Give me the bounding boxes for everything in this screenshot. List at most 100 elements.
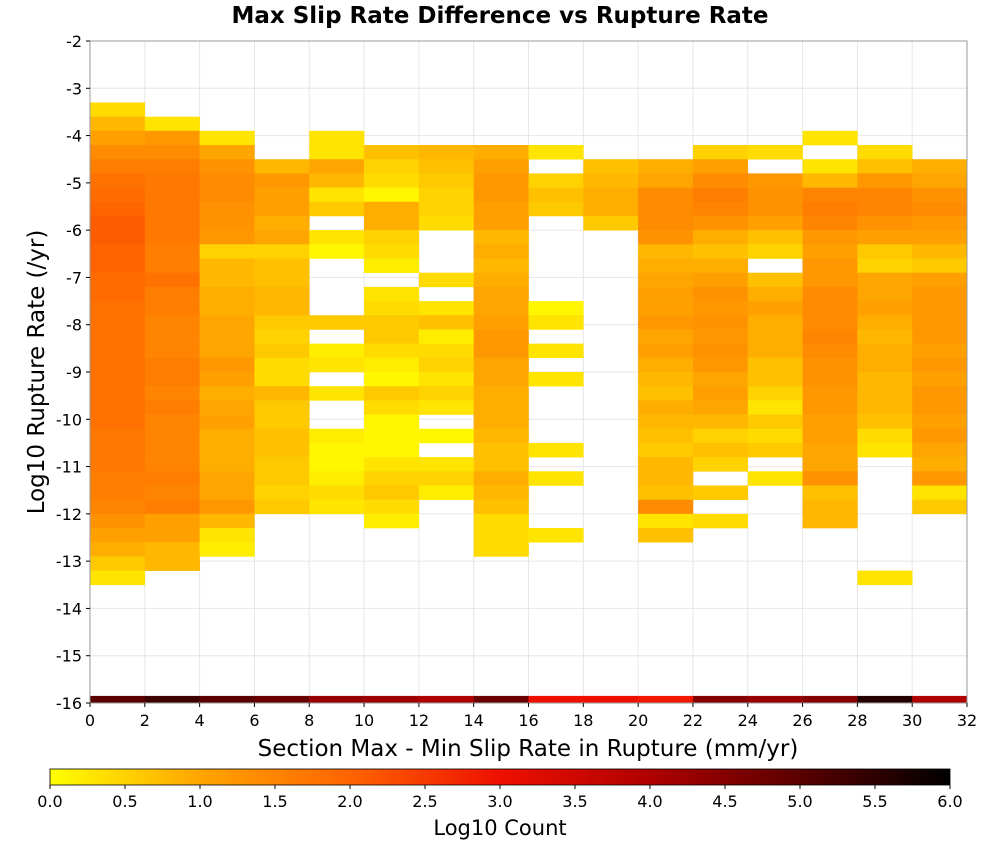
heatmap-cell [90,471,146,486]
heatmap-cell [144,528,200,543]
heatmap-cell [692,357,749,373]
x-tick-label: 12 [409,711,429,730]
heatmap-cell [638,513,694,529]
heatmap-cell [802,414,858,430]
heatmap-cell [199,286,255,302]
heatmap-cell [528,187,584,203]
heatmap-cell [747,329,803,344]
colorbar-tick-label: 3.0 [487,792,512,811]
heatmap-cell [90,272,146,288]
y-tick-label: -11 [56,458,82,477]
heatmap-cell [857,372,913,387]
heatmap-cell [418,145,474,160]
heatmap-cell [638,400,694,415]
heatmap-cell [418,386,474,401]
heatmap-cell [309,442,365,458]
heatmap-cell [473,301,529,316]
heatmap-cell [199,315,255,330]
heatmap-cell [912,400,968,415]
heatmap-cell [638,315,694,330]
colorbar-tick-label: 6.0 [937,792,962,811]
heatmap-cell [802,499,858,515]
heatmap-cell [90,428,146,444]
heatmap-cell [638,372,694,387]
heatmap-cell [473,230,529,245]
heatmap-cell [90,145,146,160]
heatmap-cell [144,457,200,472]
heatmap-cell [912,428,968,444]
heatmap-cell [309,145,365,160]
x-tick-label: 2 [140,711,150,730]
heatmap-cell [90,556,146,571]
heatmap-cell [364,301,420,316]
heatmap-cell [747,215,803,231]
heatmap-cell [473,258,529,273]
heatmap-cell [802,301,858,316]
heatmap-cell [638,528,694,543]
heatmap-cell [912,343,968,359]
x-tick-label: 32 [957,711,977,730]
heatmap-cell [747,173,803,188]
heatmap-cell [144,695,200,703]
heatmap-cell [692,329,749,344]
y-tick-label: -16 [56,694,82,713]
heatmap-cell [912,244,968,259]
heatmap-cell [802,485,858,500]
heatmap-cell [144,258,200,273]
heatmap-cell [912,485,968,500]
heatmap-cell [364,159,420,174]
heatmap-cell [857,244,913,259]
heatmap-cell [199,130,255,146]
x-tick-label: 4 [195,711,205,730]
heatmap-cell [912,499,968,515]
heatmap-cell [199,457,255,472]
heatmap-cell [254,159,310,174]
x-axis-title: Section Max - Min Slip Rate in Rupture (… [258,736,799,762]
heatmap-cell [144,357,200,373]
heatmap-cell [802,372,858,387]
heatmap-cell [638,343,694,359]
heatmap-cell [692,272,749,288]
heatmap-cell [90,244,146,259]
heatmap-cell [473,499,529,515]
heatmap-cell [912,386,968,401]
heatmap-cell [638,159,694,174]
heatmap-cell [199,695,255,703]
heatmap-cell [254,272,310,288]
heatmap-cell [912,173,968,188]
heatmap-cell [912,357,968,373]
heatmap-cell [90,130,146,146]
heatmap-cell [473,400,529,415]
heatmap-cell [473,173,529,188]
y-tick-label: -9 [66,363,82,382]
heatmap-cell [418,159,474,174]
heatmap-cell [857,301,913,316]
heatmap-cell [802,187,858,203]
x-tick-label: 0 [85,711,95,730]
heatmap-cell [199,414,255,430]
heatmap-cell [802,400,858,415]
y-tick-label: -7 [66,268,82,287]
heatmap-cell [528,173,584,188]
heatmap-cell [418,315,474,330]
heatmap-cell [638,414,694,430]
y-axis-ticks: -2 -3 -4 -5 -6 -7 -8 -9 -10 -11 -12 -13 -14 -15 -16 [56,32,90,713]
y-axis-title: Log10 Rupture Rate (/yr) [24,230,50,515]
heatmap-cell [144,215,200,231]
heatmap-cell [857,570,913,586]
heatmap-cell [254,386,310,401]
heatmap-cell [747,442,803,458]
heatmap-cell [144,513,200,529]
heatmap-cell [364,258,420,273]
heatmap-cell [692,145,749,160]
heatmap-cell [309,386,365,401]
heatmap-cell [638,499,694,515]
x-tick-label: 14 [464,711,484,730]
heatmap-cell [583,187,639,203]
y-tick-label: -12 [56,505,82,524]
x-tick-label: 6 [249,711,259,730]
heatmap-cell [90,357,146,373]
x-tick-label: 18 [573,711,593,730]
heatmap-cell [638,272,694,288]
heatmap-cell [309,499,365,515]
